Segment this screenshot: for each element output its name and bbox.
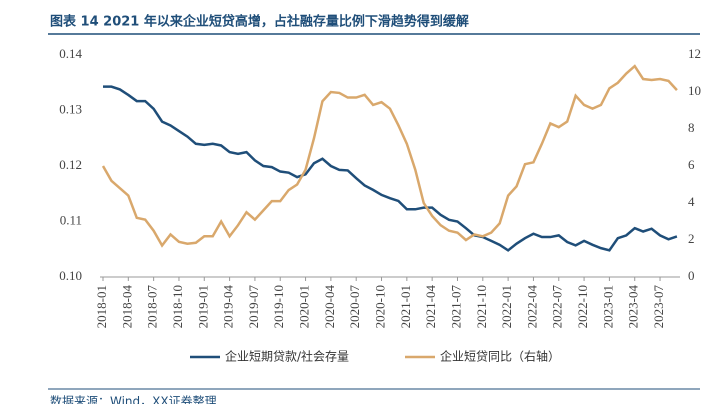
- x-tick-label: 2022-01: [499, 285, 514, 328]
- x-tick-label: 2021-04: [423, 285, 438, 329]
- y2-tick-label: 6: [688, 157, 695, 172]
- y2-tick-label: 8: [688, 120, 695, 135]
- y2-tick-label: 12: [688, 46, 701, 61]
- x-tick-label: 2019-01: [195, 285, 210, 328]
- x-tick-label: 2020-10: [373, 285, 388, 328]
- series-line: [101, 64, 678, 248]
- x-tick-label: 2020-01: [297, 285, 312, 328]
- y2-tick-label: 2: [688, 231, 695, 246]
- chart-title: 图表 14 2021 年以来企业短贷高增，占社融存量比例下滑趋势得到缓解: [50, 14, 469, 30]
- x-tick-label: 2018-07: [145, 285, 160, 329]
- y-tick-label: 0.10: [59, 268, 82, 283]
- y-tick-label: 0.13: [59, 101, 82, 116]
- x-tick-label: 2023-01: [600, 285, 615, 328]
- y-tick-label: 0.12: [59, 157, 82, 172]
- legend-label: 企业短贷同比（右轴）: [440, 349, 560, 364]
- x-tick-label: 2023-07: [651, 285, 666, 329]
- x-tick-label: 2021-01: [398, 285, 413, 328]
- x-tick-label: 2018-01: [94, 285, 109, 328]
- x-tick-label: 2022-07: [550, 285, 565, 329]
- x-tick-label: 2020-04: [322, 285, 337, 329]
- legend-label: 企业短期贷款/社会存量: [225, 349, 349, 364]
- x-tick-label: 2019-10: [271, 285, 286, 328]
- x-tick-label: 2022-10: [575, 285, 590, 328]
- x-tick-label: 2018-10: [170, 285, 185, 328]
- x-tick-label: 2022-04: [524, 285, 539, 329]
- y-tick-label: 0.14: [59, 46, 82, 61]
- y2-tick-label: 0: [688, 268, 695, 283]
- y2-tick-label: 4: [688, 194, 695, 209]
- source: 数据来源：Wind，XX证券整理: [50, 394, 217, 404]
- y2-tick-label: 10: [688, 83, 701, 98]
- x-tick-label: 2023-04: [626, 285, 641, 329]
- y-tick-label: 0.11: [60, 212, 82, 227]
- x-tick-label: 2019-07: [246, 285, 261, 329]
- x-tick-label: 2021-10: [474, 285, 489, 328]
- x-tick-label: 2021-07: [448, 285, 463, 329]
- series-line: [103, 85, 678, 252]
- x-tick-label: 2019-04: [221, 285, 236, 329]
- x-tick-label: 2020-07: [347, 285, 362, 329]
- x-tick-label: 2018-04: [119, 285, 134, 329]
